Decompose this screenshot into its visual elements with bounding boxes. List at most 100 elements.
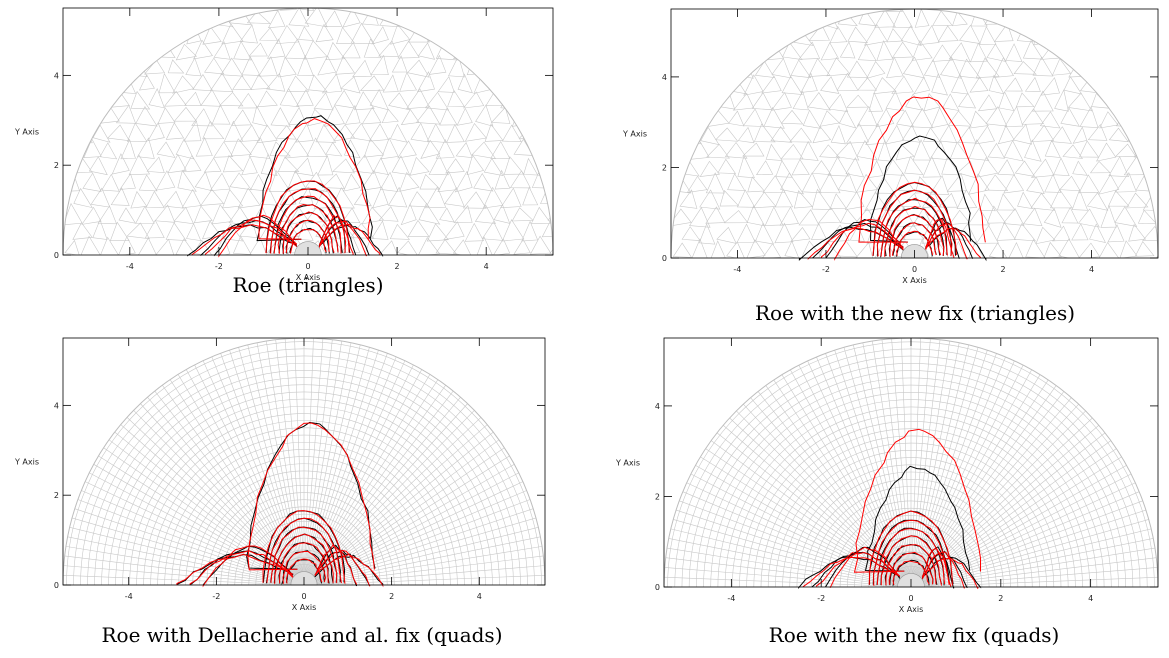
mesh-triangle	[1032, 90, 1054, 112]
mesh-triangle	[340, 76, 361, 94]
mesh-triangle	[856, 139, 878, 161]
mesh-triangle	[717, 8, 737, 13]
mesh-triangle	[250, 173, 268, 192]
mesh-triangle	[344, 139, 361, 159]
mesh-ray	[913, 344, 969, 574]
mesh-triangle	[1021, 108, 1044, 125]
mesh-triangle	[222, 154, 244, 173]
mesh-ray	[911, 338, 921, 574]
mesh-triangle	[341, 41, 361, 59]
mesh-triangle	[407, 25, 430, 43]
mesh-ray	[294, 338, 304, 572]
mesh-triangle	[177, 169, 197, 192]
mesh-triangle	[165, 122, 185, 140]
mesh-triangle	[691, 238, 709, 258]
x-tick-label: -2	[215, 262, 223, 271]
mesh-ray	[266, 340, 303, 572]
mesh-ray	[917, 369, 1032, 576]
mesh-triangle	[1163, 224, 1169, 243]
mesh-triangle	[500, 8, 522, 9]
mesh-triangle	[117, 41, 137, 59]
mesh-triangle	[678, 89, 699, 113]
mesh-triangle	[200, 89, 222, 107]
mesh-triangle	[116, 75, 137, 94]
mesh-triangle	[984, 8, 1009, 25]
mesh-triangle	[407, 219, 430, 237]
mesh-triangle	[1164, 0, 1169, 12]
mesh-triangle	[677, 158, 700, 177]
y-tick-label: 0	[54, 251, 59, 260]
contour-inner-loop	[273, 195, 342, 254]
mesh-triangle	[278, 56, 297, 78]
mesh-triangle	[269, 141, 291, 157]
mesh-triangle	[341, 236, 361, 253]
mesh-triangle	[1145, 8, 1158, 13]
mesh-triangle	[986, 205, 1006, 224]
mesh-triangle	[363, 138, 385, 158]
mesh-triangle	[167, 153, 187, 174]
mesh-ray	[921, 440, 1112, 580]
mesh-triangle	[425, 8, 447, 9]
panel-dellacherie-quads: Roe with Dellacherie and al. fix (quads)…	[14, 337, 546, 647]
mesh-triangle	[481, 55, 504, 76]
mesh-triangle	[110, 187, 130, 206]
mesh-triangle	[107, 124, 130, 142]
contour-side-lobe	[921, 551, 965, 589]
mesh-triangle	[997, 159, 1016, 176]
mesh-ray	[816, 356, 907, 575]
mesh-triangle	[839, 41, 856, 59]
mesh-triangle	[223, 120, 244, 142]
mesh-triangle	[211, 9, 234, 28]
mesh-triangle	[956, 160, 977, 179]
mesh-triangle	[1043, 241, 1063, 258]
mesh-triangle	[876, 40, 894, 61]
mesh-triangle	[344, 104, 361, 125]
mesh-ray	[317, 555, 544, 584]
mesh-triangle	[248, 136, 271, 159]
mesh-triangle	[175, 43, 198, 61]
mesh-triangle	[268, 9, 286, 28]
mesh-triangle	[256, 124, 278, 144]
mesh-triangle	[72, 22, 94, 44]
mesh-triangle	[513, 38, 531, 61]
mesh-triangle	[1063, 76, 1083, 95]
mesh-triangle	[1068, 24, 1092, 42]
mesh-triangle	[1119, 240, 1138, 258]
mesh-ray	[315, 455, 510, 579]
mesh-triangle	[763, 106, 785, 129]
contour-inner-loop	[277, 204, 339, 254]
mesh-ray	[316, 546, 543, 584]
panel-roe-triangles: Roe (triangles) -4 -2 0 2 4 0 2 4 X Axis Y Axis	[14, 7, 554, 297]
mesh-triangle	[812, 126, 832, 144]
mesh-triangle	[1151, 174, 1158, 193]
mesh-triangle	[1044, 173, 1062, 193]
mesh-triangle	[1050, 126, 1072, 144]
mesh-triangle	[202, 120, 225, 140]
mesh-triangle	[911, 39, 933, 61]
mesh-triangle	[331, 187, 355, 209]
mesh-triangle	[148, 88, 165, 109]
mesh-triangle	[175, 238, 197, 255]
contour-series	[807, 96, 986, 261]
mesh-triangle	[930, 141, 949, 160]
mesh-triangle	[184, 91, 202, 106]
contour-top-loop	[864, 465, 971, 572]
mesh-triangle	[1024, 76, 1041, 92]
mesh-triangle	[530, 206, 552, 224]
mesh-triangle	[408, 8, 430, 12]
contour-inner-loop	[876, 528, 946, 586]
mesh-triangle	[1052, 225, 1071, 242]
mesh-triangle	[529, 75, 552, 91]
mesh-triangle	[547, 8, 553, 26]
mesh-triangle	[912, 139, 932, 161]
mesh-ray	[316, 490, 527, 581]
mesh-triangle	[268, 170, 291, 192]
mesh-triangle	[191, 108, 213, 127]
mesh-triangle	[424, 186, 447, 209]
mesh-triangle	[462, 191, 487, 209]
mesh-triangle	[902, 56, 925, 79]
mesh-triangle	[286, 169, 307, 192]
mesh-triangle	[401, 8, 418, 26]
mesh-triangle	[727, 173, 746, 191]
mesh-triangle	[1126, 124, 1148, 143]
